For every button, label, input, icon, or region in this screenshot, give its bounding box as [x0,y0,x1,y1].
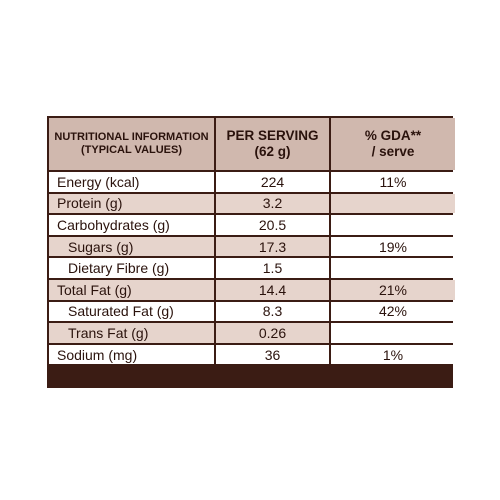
header-per-serving: PER SERVING (62 g) [216,118,329,170]
row-total-fat-gda: 21% [331,280,455,300]
row-trans-fat-gda [331,323,455,343]
row-saturated-fat-gda: 42% [331,301,455,322]
row-carbohydrates-gda [331,215,455,235]
row-protein-value: 3.2 [216,193,329,214]
row-protein-label: Protein (g) [49,193,214,214]
row-energy-gda: 11% [331,172,455,192]
row-saturated-fat-value: 8.3 [216,301,329,322]
row-saturated-fat-label: Saturated Fat (g) [49,301,214,322]
row-dietary-fibre-label: Dietary Fibre (g) [49,258,214,278]
nutrition-grid: NUTRITIONAL INFORMATION (TYPICAL VALUES)… [49,118,455,386]
row-trans-fat-label: Trans Fat (g) [49,323,214,343]
row-total-fat-value: 14.4 [216,280,329,300]
row-sodium-label: Sodium (mg) [49,344,214,365]
row-total-fat-label: Total Fat (g) [49,280,214,300]
row-sugars-gda: 19% [331,236,455,257]
header-nutritional-information: NUTRITIONAL INFORMATION (TYPICAL VALUES) [49,118,214,170]
header-col2-line2: (62 g) [254,144,291,159]
row-sugars-label: Sugars (g) [49,236,214,257]
header-col3-line1: % GDA** [364,128,422,143]
header-col1-line2: (TYPICAL VALUES) [80,144,183,156]
header-col1-line1: NUTRITIONAL INFORMATION [54,131,209,143]
row-energy-value: 224 [216,172,329,192]
header-gda: % GDA** / serve [331,118,455,170]
row-carbohydrates-label: Carbohydrates (g) [49,215,214,235]
row-carbohydrates-value: 20.5 [216,215,329,235]
header-col3-line2: / serve [371,144,415,159]
row-trans-fat-value: 0.26 [216,323,329,343]
row-dietary-fibre-gda [331,258,455,278]
row-sodium-gda: 1% [331,344,455,365]
row-protein-gda [331,193,455,214]
header-col2-line1: PER SERVING [226,128,319,143]
row-sugars-value: 17.3 [216,236,329,257]
row-sodium-value: 36 [216,344,329,365]
row-energy-label: Energy (kcal) [49,172,214,192]
nutrition-table: NUTRITIONAL INFORMATION (TYPICAL VALUES)… [47,116,455,388]
row-dietary-fibre-value: 1.5 [216,258,329,278]
